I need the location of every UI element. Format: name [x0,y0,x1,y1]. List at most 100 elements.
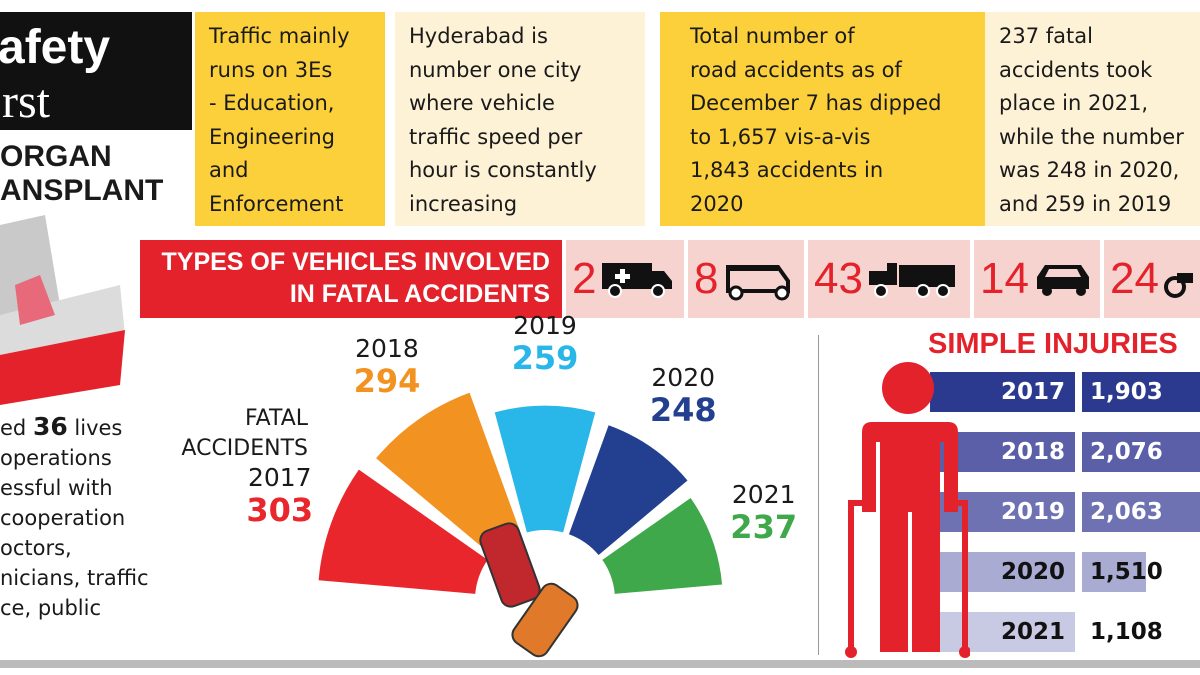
injury-bar-2019: 2019 2,063 [0,492,1200,532]
fan-wedge-2019 [494,405,596,533]
fan-label-2021: 2021 237 [714,480,814,544]
fact-line: road accidents as of [690,57,902,82]
vehicle-count: 2 [572,254,597,303]
vehicle-count: 43 [814,254,863,303]
value-label: 2,076 [1090,439,1163,465]
title-line-2: rst [2,75,50,128]
value-label: 2,063 [1090,499,1163,525]
fact-line: where vehicle [409,91,555,115]
bottom-rule [0,660,1200,668]
title-box: afety rst [0,12,192,130]
fact-line: December 7 has dipped [690,91,942,115]
fact-line: - Education, [209,91,335,115]
fan-wedge-2020 [568,425,688,556]
truck-icon [868,263,955,298]
fan-wedge-2018 [376,392,522,556]
vehicles-heading: TYPES OF VEHICLES INVOLVED IN FATAL ACCI… [140,240,562,318]
value-bar [1082,492,1200,532]
vehicle-ambulance: 2 [566,240,684,318]
value-label: 294 [353,362,421,401]
fact-line: 2020 [690,191,744,216]
subtitle-organ: ORGAN [0,140,112,173]
injury-bar-2020: 2020 1,510 [0,552,1200,592]
injury-bar-2018: 2018 2,076 [0,432,1200,472]
vehicles-heading-line-2: IN FATAL ACCIDENTS [289,280,550,308]
fact-line: number one city [409,57,582,82]
value-bar [1082,432,1200,472]
organ-box-illustration [0,215,125,405]
divider [818,335,819,655]
crashed-cars-illustration [479,522,579,658]
fan-label-2019: 2019 259 [495,311,595,375]
year-cell: 2017 [930,372,1075,412]
vehicle-truck: 43 [808,240,970,318]
organ-transplant-note: ed 36 lives operations essful with coope… [0,412,190,623]
vehicle-count: 14 [980,254,1029,303]
fact-line: and 259 in 2019 [999,191,1172,216]
value-label: 259 [511,338,579,377]
fan-wedge-2017 [318,469,488,594]
fact-card-1: Traffic mainly runs on 3Es - Education, Eng… [195,12,385,226]
fact-line: accidents took [999,57,1153,82]
simple-injuries-title: SIMPLE INJURIES [928,328,1178,360]
note-line: cooperation [0,506,126,530]
fact-line: while the number [999,124,1184,149]
fact-line: to 1,657 vis-a-vis [690,124,871,149]
note-line: essful with [0,476,113,500]
value-bar [1082,372,1200,412]
fact-line: 1,843 accidents in [690,158,884,182]
fact-card-2: Hyderabad is number one city where vehicle… [395,12,645,226]
injury-bar-2017: 2017 1,903 [0,372,1200,412]
fact-line: was 248 in 2020, [999,158,1180,182]
fact-line: increasing [409,191,518,216]
ambulance-icon [602,263,673,298]
fact-line: Traffic mainly [209,24,350,48]
note-line: operations [0,446,112,470]
note-line: nicians, traffic [0,566,149,590]
vehicle-count: 8 [694,254,719,303]
year-label: 2021 [731,480,796,510]
fact-line: Engineering [209,124,335,149]
fact-line: Enforcement [209,191,344,216]
note-line: ce, public [0,596,102,620]
fan-label-2018: 2018 294 [337,334,437,398]
vehicle-car: 14 [974,240,1100,318]
fan-wedge-2021 [602,498,723,594]
year-label: 2017 [247,463,312,493]
value-label: 248 [649,390,717,429]
value-label: 1,510 [1090,559,1163,585]
fact-card-4: 237 fatal accidents took place in 2021, whi… [985,12,1200,226]
note-text: ed [0,416,33,440]
fact-line: traffic speed per [409,124,583,149]
vehicle-two-wheeler: 24 [1104,240,1200,318]
vehicle-count: 24 [1110,254,1159,303]
fan-label-2020: 2020 248 [633,363,733,427]
fatal-accidents-fan-chart [318,392,723,658]
person-on-crutches-icon [845,362,970,658]
note-text: lives [67,416,123,440]
year-label: 2019 [513,310,577,340]
fact-line: runs on 3Es [209,57,333,82]
fact-line: place in 2021, [999,91,1149,115]
value-label: 1,108 [1090,619,1163,645]
value-label: 237 [730,508,798,547]
subtitle-transplant: ANSPLANT [0,174,164,207]
car-icon [1036,265,1089,296]
note-line: ed 36 lives [0,412,190,443]
fact-card-3: Total number of road accidents as of Decem… [660,12,985,226]
vehicle-auto-rickshaw: 8 [688,240,804,318]
fan-label-2017: 2017 303 [230,463,330,527]
title-line-1: afety [0,21,111,74]
fact-line: Total number of [690,24,855,48]
lives-saved-count: 36 [32,412,68,441]
value-bar [1082,552,1147,592]
fatal-accidents-title: FATAL ACCIDENTS [181,406,308,461]
fact-line: Hyderabad is [409,24,548,48]
year-cell: 2021 [930,612,1075,652]
value-label: 303 [246,491,314,530]
injury-bar-2021: 2021 1,108 [0,612,1200,652]
year-cell: 2020 [930,552,1075,592]
fact-line: 237 fatal [999,24,1093,48]
year-label: 2020 [651,362,716,392]
vehicles-heading-line-1: TYPES OF VEHICLES INVOLVED [161,248,551,276]
